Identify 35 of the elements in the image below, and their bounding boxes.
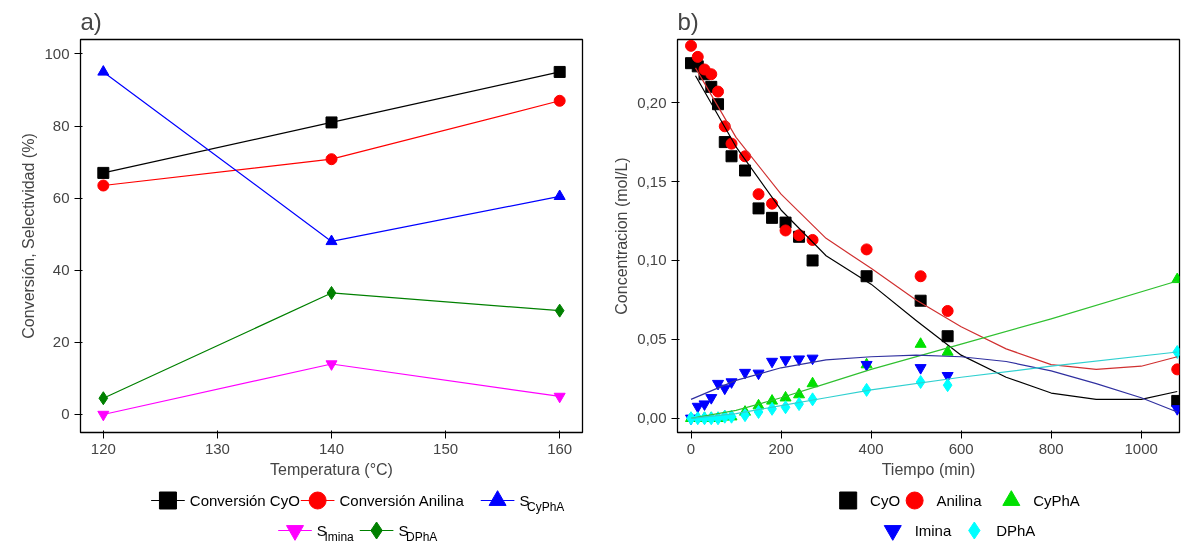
legend-label: Imina xyxy=(914,522,952,539)
y-tick-label: 0 xyxy=(61,405,70,423)
chart-title: a) xyxy=(80,7,102,35)
x-tick-label: 1000 xyxy=(1124,439,1158,457)
y-tick-label: 0,00 xyxy=(637,409,667,427)
x-tick-label: 600 xyxy=(948,439,974,457)
x-tick-label: 800 xyxy=(1038,439,1064,457)
legend-label: Conversión CyO xyxy=(189,492,300,509)
y-tick-label: 0,10 xyxy=(637,251,667,269)
y-tick-label: 80 xyxy=(52,117,70,135)
y-tick-label: 0,15 xyxy=(637,172,667,190)
x-tick-label: 150 xyxy=(433,439,459,457)
y-tick-label: 0,20 xyxy=(637,93,667,111)
y-tick-label: 100 xyxy=(44,44,70,62)
legend-label: Anilina xyxy=(936,492,983,509)
x-axis-title: Temperatura (°C) xyxy=(270,460,393,478)
y-tick-label: 0,05 xyxy=(637,330,667,348)
x-axis-title: Tiempo (min) xyxy=(881,460,976,478)
x-tick-label: 140 xyxy=(318,439,345,457)
y-tick-label: 40 xyxy=(52,261,70,279)
legend-label: DPhA xyxy=(996,522,1036,539)
x-tick-label: 400 xyxy=(858,439,884,457)
x-tick-label: 0 xyxy=(686,439,696,457)
legend-label: CyO xyxy=(870,492,901,509)
x-tick-label: 120 xyxy=(90,439,116,457)
y-axis-title: Conversión, Selectividad (%) xyxy=(20,133,38,339)
chart-title: b) xyxy=(677,7,699,35)
legend-label: CyPhA xyxy=(1033,492,1080,509)
y-tick-label: 60 xyxy=(52,189,70,207)
y-axis-title: Concentracion (mol/L) xyxy=(613,157,631,315)
y-tick-label: 20 xyxy=(52,333,70,351)
legend-label: Conversión Anilina xyxy=(339,492,465,509)
x-tick-label: 160 xyxy=(547,439,573,457)
x-tick-label: 200 xyxy=(768,439,794,457)
x-tick-label: 130 xyxy=(204,439,230,457)
